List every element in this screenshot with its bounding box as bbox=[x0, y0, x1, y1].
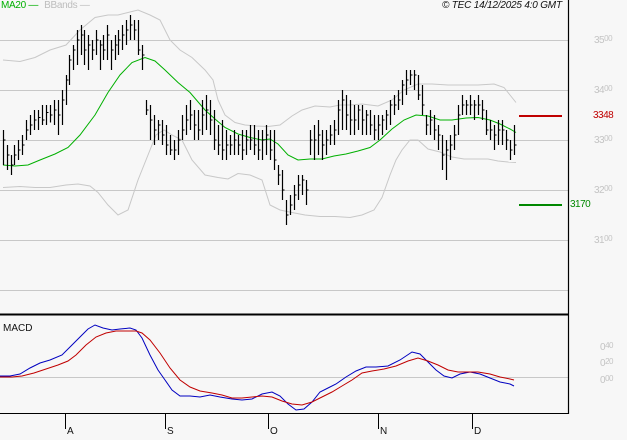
legend-ma20: MA20 — bbox=[1, 0, 39, 11]
chart-frame bbox=[0, 0, 570, 429]
macd-axis-label: 020 bbox=[600, 357, 613, 369]
price-axis-label: 3300 bbox=[594, 134, 613, 146]
price-axis-label: 3500 bbox=[594, 34, 613, 46]
bb-upper-line bbox=[2, 9, 517, 128]
signal-line bbox=[0, 330, 515, 406]
price-axis-label: 3400 bbox=[594, 84, 613, 96]
legend-bbands: BBands — bbox=[44, 0, 90, 11]
bollinger-bands bbox=[2, 9, 517, 219]
month-tick-label: A bbox=[67, 426, 74, 437]
support-label: 3170 bbox=[570, 199, 591, 210]
resistance-label: 3348 bbox=[593, 110, 614, 121]
price-axis-label: 3100 bbox=[594, 234, 613, 246]
legend-ma20-label: MA20 bbox=[1, 0, 26, 11]
copyright-timestamp: © TEC 14/12/2025 4:0 GMT bbox=[442, 0, 562, 11]
legend-bbands-label: BBands bbox=[44, 0, 78, 11]
macd-line bbox=[0, 324, 515, 411]
price-gridlines bbox=[0, 40, 568, 378]
month-tick-label: D bbox=[474, 426, 482, 437]
price-axis-label: 3200 bbox=[594, 184, 613, 196]
month-tick-label: O bbox=[270, 426, 278, 437]
chart-legend: MA20 — BBands — bbox=[1, 0, 90, 11]
month-tick-label: N bbox=[380, 426, 388, 437]
ohlc-bars bbox=[2, 15, 517, 225]
bb-lower-line bbox=[2, 129, 517, 219]
price-levels bbox=[519, 115, 562, 206]
macd-title: MACD bbox=[3, 323, 33, 334]
month-tick-label: S bbox=[167, 426, 174, 437]
macd-lines bbox=[0, 324, 515, 411]
macd-axis-label: 040 bbox=[600, 341, 613, 353]
macd-axis-label: 000 bbox=[600, 374, 613, 386]
